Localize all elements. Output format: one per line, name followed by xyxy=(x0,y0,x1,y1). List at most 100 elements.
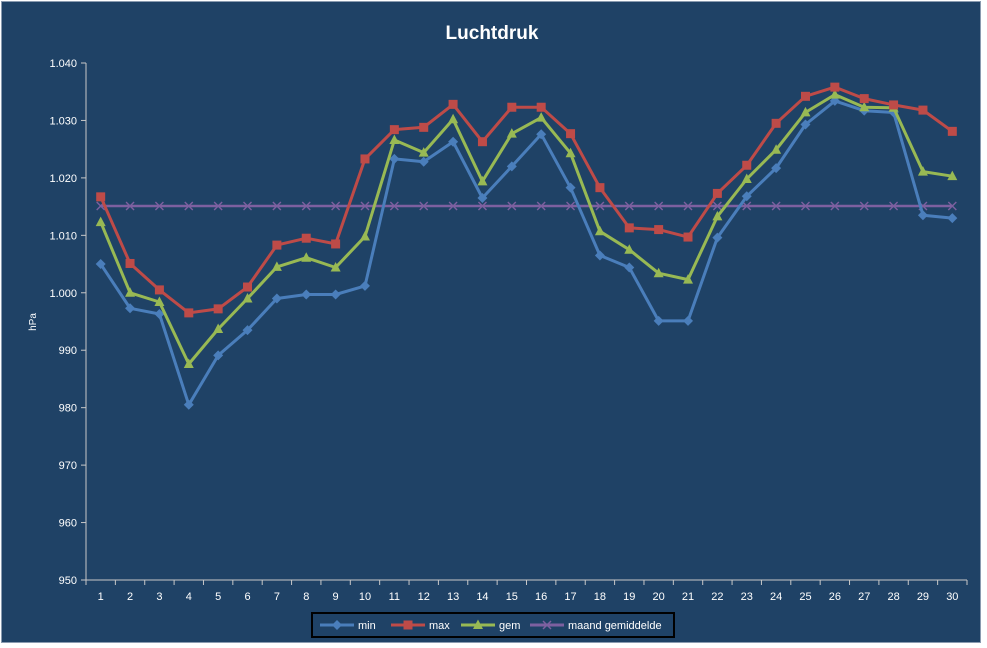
x-tick-label: 6 xyxy=(244,591,250,603)
data-point-maand-gemiddelde xyxy=(301,201,311,211)
data-point-gem xyxy=(771,144,782,154)
data-point-min xyxy=(771,163,782,174)
data-point-min xyxy=(154,309,165,320)
data-point-max xyxy=(389,125,399,135)
x-tick-label: 22 xyxy=(711,591,723,603)
data-point-gem xyxy=(154,296,165,306)
data-point-max xyxy=(331,239,341,249)
data-point-max xyxy=(712,188,722,198)
data-point-gem xyxy=(594,225,605,236)
legend-item-min: min xyxy=(320,620,376,632)
data-point-gem xyxy=(301,252,312,262)
legend-marker xyxy=(542,620,552,630)
data-point-maand-gemiddelde xyxy=(771,201,781,211)
data-point-min xyxy=(183,399,194,410)
y-tick-label: 980 xyxy=(59,403,77,415)
data-point-max xyxy=(683,232,693,242)
x-tick-label: 18 xyxy=(594,591,606,603)
data-point-gem xyxy=(741,173,752,184)
data-point-maand-gemiddelde xyxy=(742,201,752,211)
data-point-min xyxy=(683,315,694,326)
data-point-maand-gemiddelde xyxy=(331,201,341,211)
x-tick-label: 29 xyxy=(917,591,929,603)
x-tick-label: 17 xyxy=(564,591,576,603)
data-point-gem xyxy=(712,210,723,221)
legend-label: gem xyxy=(499,620,520,632)
data-point-max xyxy=(184,308,194,318)
x-tick-label: 26 xyxy=(829,591,841,603)
data-point-max xyxy=(243,282,253,292)
data-point-maand-gemiddelde xyxy=(184,201,194,211)
data-point-maand-gemiddelde xyxy=(624,201,634,211)
data-point-min xyxy=(506,161,517,172)
data-point-min xyxy=(271,293,282,304)
data-point-min xyxy=(800,119,811,130)
data-point-min xyxy=(95,259,106,270)
data-point-min xyxy=(330,289,341,300)
data-point-max xyxy=(595,183,605,193)
data-point-gem xyxy=(859,101,870,112)
legend-item-max: max xyxy=(391,620,450,632)
data-point-min xyxy=(594,250,605,261)
data-point-max xyxy=(566,129,576,139)
data-point-maand-gemiddelde xyxy=(389,201,399,211)
x-tick-label: 19 xyxy=(623,591,635,603)
data-point-min xyxy=(917,210,928,221)
x-tick-label: 25 xyxy=(799,591,811,603)
data-point-maand-gemiddelde xyxy=(566,201,576,211)
x-tick-label: 14 xyxy=(476,591,488,603)
data-point-gem xyxy=(683,274,694,284)
data-point-maand-gemiddelde xyxy=(477,201,487,211)
x-tick-label: 4 xyxy=(186,591,192,603)
y-tick-label: 950 xyxy=(59,575,77,587)
data-point-gem xyxy=(389,134,400,144)
series-line-gem xyxy=(99,93,953,366)
data-point-maand-gemiddelde xyxy=(830,201,840,211)
data-point-max xyxy=(507,102,517,112)
legend-item-gem: gem xyxy=(461,619,520,632)
series-maand-gemiddelde xyxy=(96,201,957,211)
data-point-max xyxy=(742,160,752,170)
data-point-maand-gemiddelde xyxy=(272,201,282,211)
data-point-maand-gemiddelde xyxy=(683,201,693,211)
series-max xyxy=(96,82,957,318)
legend-marker xyxy=(473,619,483,629)
data-point-gem xyxy=(271,261,282,271)
x-tick-label: 30 xyxy=(946,591,958,603)
data-point-min xyxy=(125,303,136,314)
data-point-min xyxy=(536,129,547,140)
data-point-max xyxy=(947,126,957,136)
data-point-max xyxy=(154,285,164,295)
data-point-gem xyxy=(183,358,194,369)
data-point-min xyxy=(477,192,488,203)
data-point-min xyxy=(624,262,635,273)
data-point-min xyxy=(448,136,459,147)
data-point-gem xyxy=(242,293,253,303)
x-tick-label: 13 xyxy=(447,591,459,603)
chart-title: Luchtdruk xyxy=(446,23,539,44)
x-tick-label: 21 xyxy=(682,591,694,603)
data-point-maand-gemiddelde xyxy=(125,201,135,211)
data-point-max xyxy=(830,82,840,92)
legend-label: maand gemiddelde xyxy=(568,620,662,632)
data-point-gem xyxy=(536,112,547,122)
series-group xyxy=(95,82,958,410)
data-point-min xyxy=(213,350,224,361)
series-gem xyxy=(95,89,958,369)
data-point-max xyxy=(918,105,928,115)
data-point-min xyxy=(565,182,576,193)
data-point-max xyxy=(477,137,487,147)
x-tick-label: 28 xyxy=(887,591,899,603)
data-point-max xyxy=(419,122,429,132)
data-point-maand-gemiddelde xyxy=(360,201,370,211)
x-tick-label: 20 xyxy=(653,591,665,603)
data-point-gem xyxy=(565,147,576,158)
data-point-gem xyxy=(359,230,370,241)
x-tick-label: 7 xyxy=(274,591,280,603)
data-point-max xyxy=(213,304,223,314)
y-tick-label: 960 xyxy=(59,518,77,530)
data-point-maand-gemiddelde xyxy=(712,201,722,211)
data-point-gem xyxy=(418,147,429,157)
legend-label: max xyxy=(429,620,450,632)
data-point-min xyxy=(389,153,400,164)
